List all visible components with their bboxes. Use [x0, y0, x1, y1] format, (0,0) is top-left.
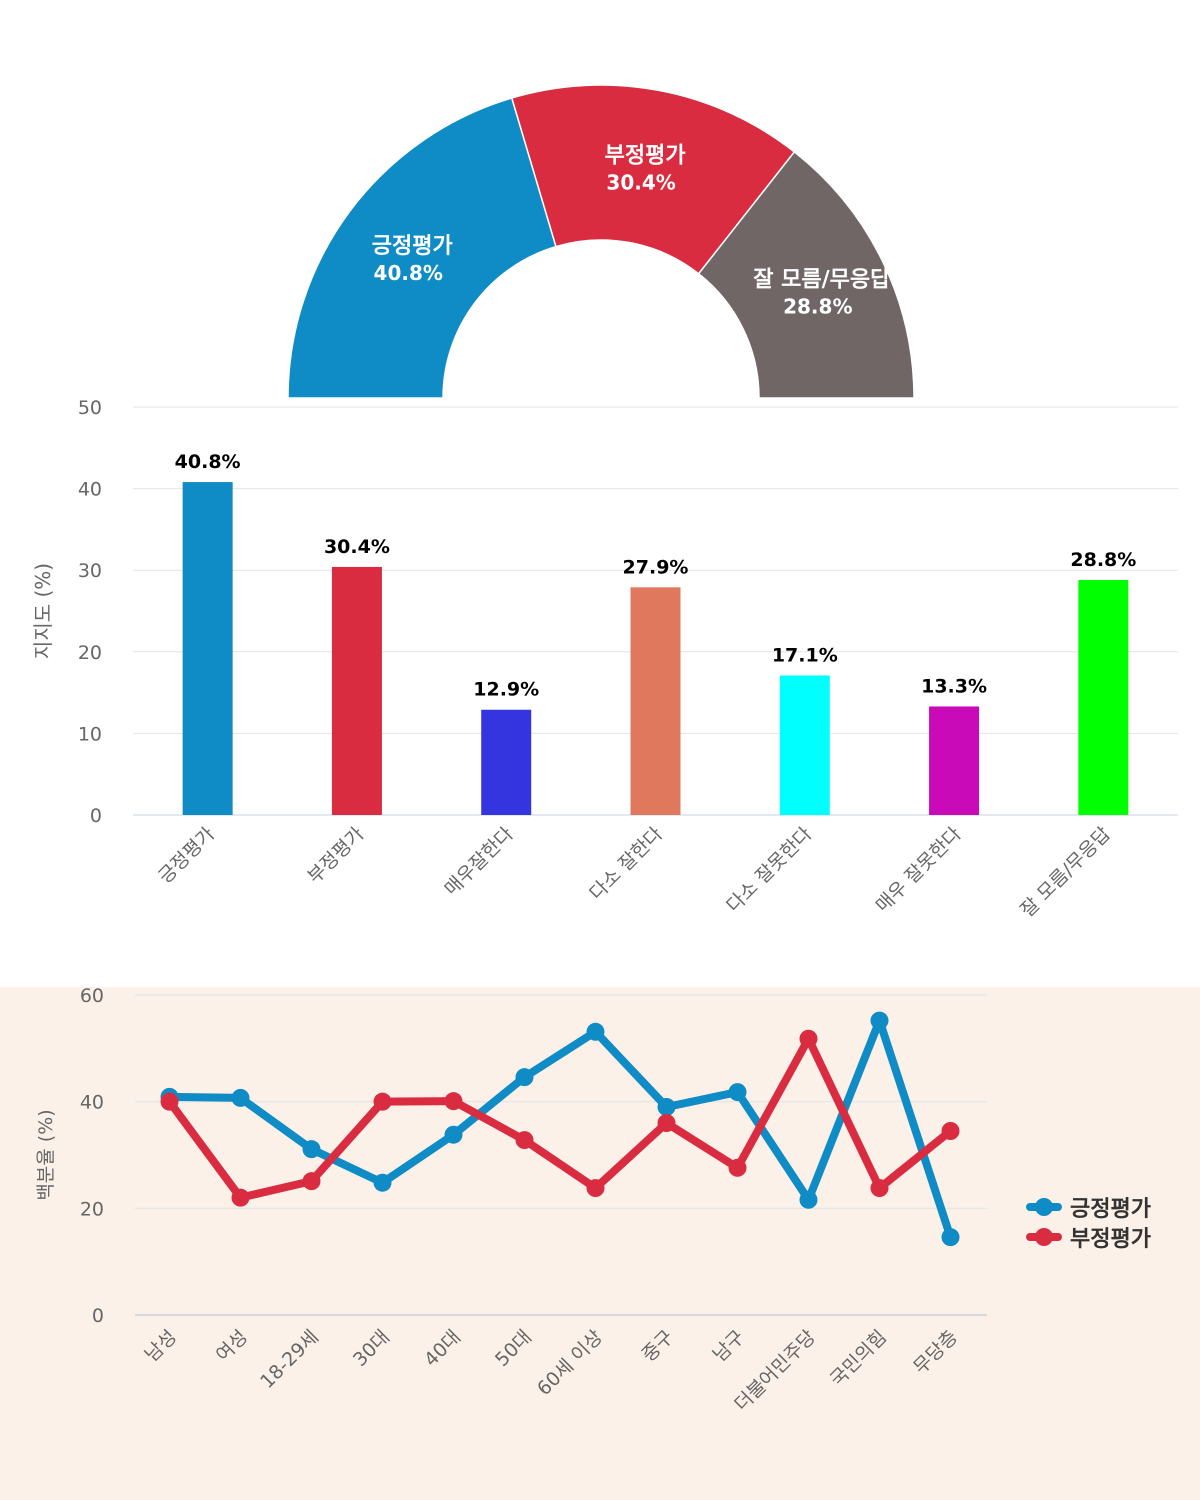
x-tick-label: 매우 잘못한다 [872, 823, 966, 917]
y-tick-label: 40 [78, 479, 102, 501]
data-point [728, 1158, 747, 1177]
legend-label: 긍정평가 [1070, 1197, 1151, 1222]
y-tick-label: 0 [92, 1305, 104, 1327]
x-tick-label: 남성 [141, 1326, 181, 1366]
donut-slice [697, 150, 915, 399]
donut-label: 부정평가 [605, 144, 686, 169]
x-tick-label: 다소 잘못한다 [722, 823, 816, 917]
legend-marker-icon [1035, 1228, 1053, 1246]
y-tick-label: 10 [78, 723, 102, 745]
data-point [799, 1190, 818, 1209]
x-tick-label: 18-29세 [256, 1326, 323, 1393]
x-tick-label: 다소 잘한다 [585, 823, 667, 905]
bar [1078, 579, 1129, 815]
y-axis-title: 지지도 (%) [31, 563, 55, 659]
data-point [586, 1179, 605, 1198]
series-line [169, 1016, 955, 1239]
data-point [302, 1172, 321, 1191]
x-tick-label: 부정평가 [303, 823, 368, 888]
donut-slice [287, 97, 557, 399]
data-point [515, 1131, 534, 1150]
x-tick-label: 여성 [212, 1326, 252, 1366]
donut-label: 잘 모름/무응답 [753, 268, 890, 293]
data-point [657, 1114, 676, 1132]
y-tick-label: 0 [90, 805, 102, 827]
series-line [166, 1034, 954, 1202]
x-tick-label: 긍정평가 [154, 823, 219, 888]
x-tick-label: 50대 [491, 1326, 536, 1371]
x-tick-label: 남구 [709, 1326, 749, 1366]
donut-value-label: 40.8% [374, 261, 443, 285]
bar [331, 566, 382, 815]
bar-value-label: 40.8% [175, 451, 241, 473]
donut-value-label: 28.8% [783, 295, 852, 319]
bar-value-label: 13.3% [921, 675, 987, 697]
data-point [799, 1029, 818, 1048]
data-point [870, 1179, 889, 1198]
data-point [586, 1022, 605, 1041]
bar [481, 709, 532, 815]
bar-value-label: 27.9% [623, 556, 689, 578]
x-tick-label: 40대 [420, 1326, 465, 1371]
x-tick-label: 무당층 [909, 1326, 962, 1379]
data-point [728, 1083, 747, 1102]
y-axis-title: 백분율 (%) [35, 1109, 57, 1200]
data-point [941, 1122, 960, 1140]
y-tick-label: 50 [78, 397, 102, 419]
y-tick-label: 20 [78, 642, 102, 664]
x-tick-label: 30대 [349, 1326, 394, 1371]
bar [779, 675, 830, 815]
y-tick-label: 60 [80, 985, 104, 1007]
data-point [373, 1173, 392, 1192]
x-tick-label: 중구 [638, 1326, 678, 1366]
donut-label: 긍정평가 [372, 234, 453, 259]
y-tick-label: 20 [80, 1198, 104, 1220]
legend-label: 부정평가 [1070, 1227, 1151, 1252]
donut-value-label: 30.4% [606, 171, 675, 195]
bar-value-label: 17.1% [772, 644, 838, 666]
bar [182, 482, 233, 815]
data-point [231, 1088, 250, 1107]
data-point [444, 1125, 463, 1144]
bar [630, 587, 681, 815]
line-chart-background [0, 987, 1200, 1500]
y-tick-label: 40 [80, 1092, 104, 1114]
data-point [941, 1228, 960, 1247]
data-point [160, 1092, 179, 1111]
data-point [870, 1011, 889, 1030]
bar-value-label: 30.4% [324, 536, 390, 558]
legend-marker-icon [1035, 1198, 1053, 1216]
x-tick-label: 국민의힘 [826, 1326, 891, 1391]
data-point [231, 1188, 250, 1207]
data-point [373, 1092, 392, 1111]
bar-value-label: 28.8% [1070, 549, 1136, 571]
data-point [657, 1098, 676, 1116]
bar [929, 706, 980, 815]
data-point [302, 1140, 321, 1159]
donut-slice [510, 84, 796, 275]
data-point [444, 1092, 463, 1111]
x-tick-label: 60세 이상 [533, 1326, 607, 1400]
x-tick-label: 잘 모름/무응답 [1016, 823, 1115, 922]
y-tick-label: 30 [78, 560, 102, 582]
data-point [515, 1068, 534, 1087]
bar-value-label: 12.9% [473, 679, 539, 701]
x-tick-label: 매우잘한다 [440, 823, 517, 900]
